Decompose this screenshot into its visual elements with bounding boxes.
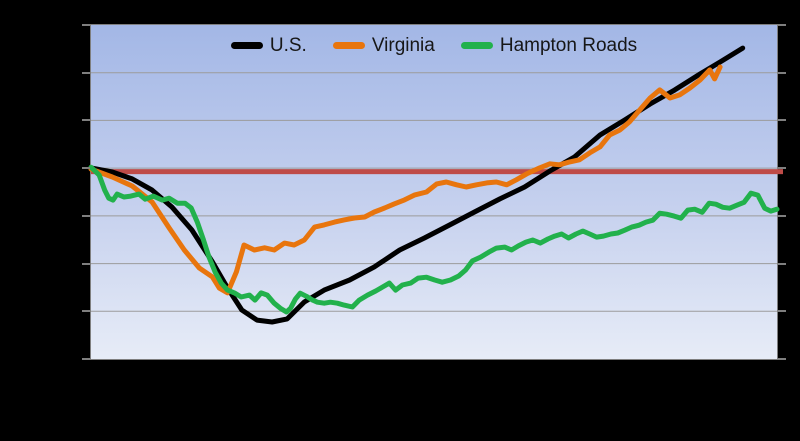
axis-tick — [82, 215, 90, 217]
axis-tick — [82, 72, 90, 74]
axis-tick — [778, 310, 786, 312]
axis-tick — [82, 24, 90, 26]
chart-lines — [91, 25, 777, 359]
axis-tick — [778, 167, 786, 169]
axis-tick — [778, 263, 786, 265]
axis-tick — [778, 358, 786, 360]
axis-tick — [778, 72, 786, 74]
axis-tick — [82, 263, 90, 265]
axis-tick — [82, 358, 90, 360]
figure-canvas: U.S. Virginia Hampton Roads — [0, 0, 800, 441]
axis-tick — [778, 24, 786, 26]
axis-tick — [82, 310, 90, 312]
axis-tick — [82, 119, 90, 121]
series-line-virginia — [91, 67, 720, 293]
axis-tick — [82, 167, 90, 169]
axis-tick — [778, 119, 786, 121]
plot-area: U.S. Virginia Hampton Roads — [90, 24, 778, 360]
axis-tick — [778, 215, 786, 217]
baseline-reference-line — [91, 169, 783, 174]
